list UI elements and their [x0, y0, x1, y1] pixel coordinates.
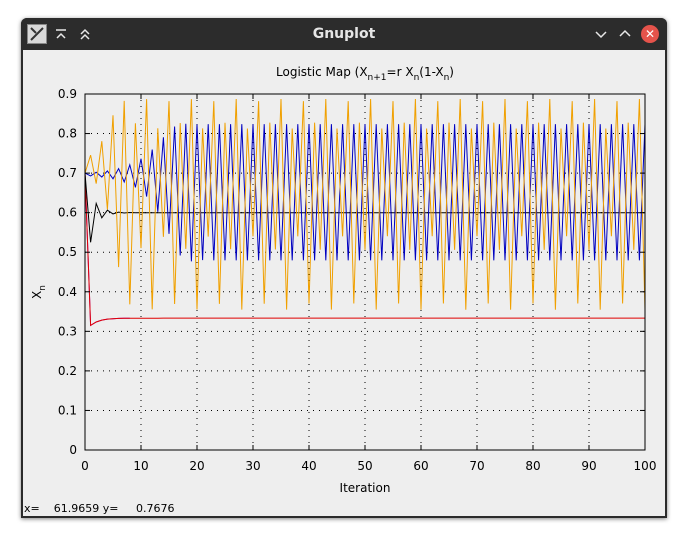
- x-tick-label: 70: [469, 459, 484, 473]
- y-label-main: X: [30, 291, 44, 299]
- y-tick-label: 0.6: [58, 206, 77, 220]
- x-tick-label: 40: [301, 459, 316, 473]
- x-tick-label: 90: [581, 459, 596, 473]
- series-group: [84, 98, 646, 327]
- y-tick-label: 0.7: [58, 166, 77, 180]
- title-text: ): [449, 65, 454, 79]
- plot-svg: 0 10 20 30 40 50 60 70 80 90 100 0 0.1 0.2 0.3 0.4 0.5 0.…: [30, 65, 657, 495]
- maximize-icon[interactable]: [615, 24, 635, 44]
- x-tick-label: 80: [525, 459, 540, 473]
- title-text: (1-X: [419, 65, 443, 79]
- y-tick-label: 0.4: [58, 285, 77, 299]
- y-tick-label: 0.1: [58, 403, 77, 417]
- series-line-0: [84, 173, 130, 327]
- y-axis-label: Xn: [30, 285, 48, 299]
- y-tick-label: 0.3: [58, 324, 77, 338]
- status-x-value: 61.9659: [53, 502, 100, 515]
- window-title: Gnuplot: [312, 26, 376, 42]
- close-icon[interactable]: ✕: [641, 25, 659, 43]
- x-tick-label: 30: [245, 459, 260, 473]
- grid: [85, 94, 645, 450]
- title-subscript: n: [444, 73, 450, 83]
- keep-above-icon[interactable]: [75, 24, 95, 44]
- x-axis-label: Iteration: [340, 481, 391, 495]
- keep-below-icon[interactable]: [51, 24, 71, 44]
- title-text: =r X: [387, 65, 414, 79]
- title-subscript: n: [414, 73, 420, 83]
- gnuplot-app-icon[interactable]: [27, 24, 47, 44]
- minimize-icon[interactable]: [591, 24, 611, 44]
- series-line-3: [84, 123, 646, 262]
- plot-canvas[interactable]: 0 10 20 30 40 50 60 70 80 90 100 0 0.1 0.2 0.3 0.4 0.5 0.…: [23, 50, 665, 516]
- status-x-label: x=: [24, 502, 40, 515]
- y-tick-label: 0.2: [58, 364, 77, 378]
- status-y-value: 0.7676: [135, 502, 175, 515]
- x-tick-label: 100: [634, 459, 657, 473]
- x-tick-label: 20: [189, 459, 204, 473]
- status-y-label: y=: [102, 502, 119, 515]
- title-text: Logistic Map (X: [276, 65, 368, 79]
- x-tick-label: 60: [413, 459, 428, 473]
- x-tick-label: 0: [81, 459, 89, 473]
- y-tick-label: 0.5: [58, 245, 77, 259]
- x-tick-label: 10: [133, 459, 148, 473]
- title-bar[interactable]: Gnuplot ✕: [21, 18, 667, 50]
- y-tick-label: 0: [69, 443, 77, 457]
- series-line-4: [84, 98, 646, 310]
- y-label-subscript: n: [38, 285, 48, 291]
- status-readout: x= 61.9659 y= 0.7676: [24, 502, 174, 516]
- plot-frame: [84, 93, 646, 451]
- chart-title: Logistic Map (Xn+1=r Xn(1-Xn): [276, 65, 454, 83]
- series-line-1: [84, 173, 645, 327]
- y-tick-label: 0.8: [58, 127, 77, 141]
- y-tick-label: 0.9: [58, 87, 77, 101]
- x-tick-label: 50: [357, 459, 372, 473]
- gnuplot-window: Gnuplot ✕ 0 10 20 30 40 50 60 70 80 90 100 0 0.1 0.2 0…: [21, 18, 667, 518]
- title-subscript: n+1: [368, 73, 387, 83]
- ticks: 0 10 20 30 40 50 60 70 80 90 100 0 0.1 0.2 0.3 0.4 0.5 0.…: [58, 87, 657, 473]
